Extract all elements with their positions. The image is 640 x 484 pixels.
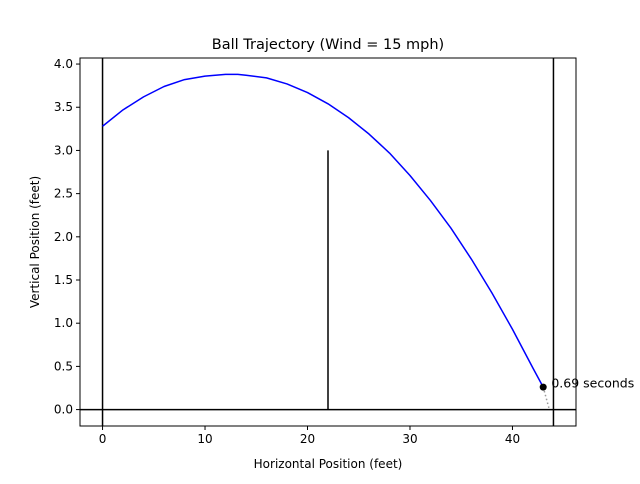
y-axis-label: Vertical Position (feet)	[28, 176, 42, 308]
y-tick-label: 4.0	[54, 57, 73, 71]
y-tick-label: 0.5	[54, 359, 73, 373]
y-axis-ticks: 0.0 0.5 1.0 1.5 2.0 2.5 3.0 3.5 4.0	[54, 57, 80, 417]
x-tick-label: 30	[402, 432, 417, 446]
trajectory-line	[102, 73, 544, 388]
y-tick-label: 1.0	[54, 316, 73, 330]
y-tick-label: 1.5	[54, 273, 73, 287]
chart-title: Ball Trajectory (Wind = 15 mph)	[212, 37, 444, 53]
plot-area: 0.69 seconds	[80, 58, 634, 426]
time-annotation: 0.69 seconds	[551, 376, 634, 391]
y-tick-label: 2.0	[54, 230, 73, 244]
x-axis-ticks: 0 10 20 30 40	[99, 426, 520, 446]
y-tick-label: 2.5	[54, 187, 73, 201]
x-tick-label: 0	[99, 432, 107, 446]
x-tick-label: 40	[505, 432, 520, 446]
x-tick-label: 10	[197, 432, 212, 446]
x-axis-label: Horizontal Position (feet)	[254, 457, 403, 471]
axes-frame	[79, 57, 577, 427]
ball-marker	[539, 383, 547, 391]
y-tick-label: 3.0	[54, 143, 73, 157]
y-tick-label: 3.5	[54, 100, 73, 114]
x-tick-label: 20	[300, 432, 315, 446]
y-tick-label: 0.0	[54, 403, 73, 417]
